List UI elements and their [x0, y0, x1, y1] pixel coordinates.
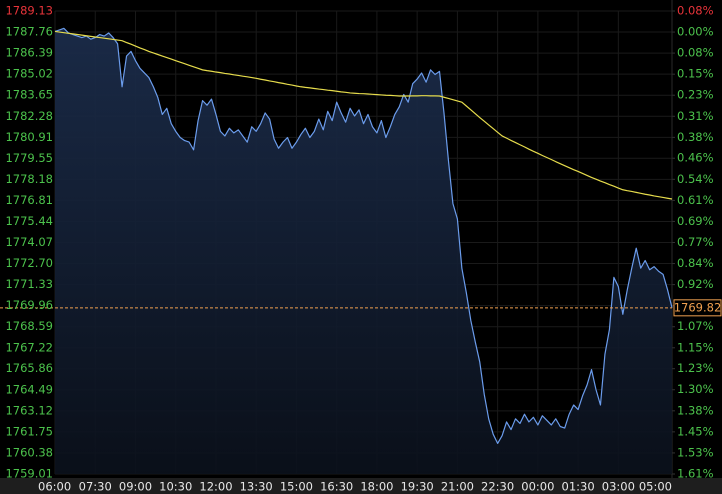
y-tick-label: 1765.86	[5, 361, 53, 375]
y2-tick-label: 0.15%	[677, 67, 714, 81]
x-tick-label: 18:00	[360, 480, 393, 494]
y2-tick-label: 0.77%	[677, 235, 714, 249]
y-tick-label: 1772.70	[5, 256, 53, 270]
y2-tick-label: 0.08%	[677, 4, 714, 18]
y-tick-label: 1787.76	[5, 25, 53, 39]
y-tick-label: 1786.39	[5, 46, 53, 60]
y-tick-label: 1769.96	[5, 298, 53, 312]
y-tick-label: 1761.75	[5, 424, 53, 438]
y2-tick-label: 0.61%	[677, 193, 714, 207]
y-tick-label: 1763.12	[5, 403, 53, 417]
x-tick-label: 10:30	[159, 480, 192, 494]
y-tick-label: 1776.81	[5, 193, 53, 207]
last-price-label: 1769.82	[674, 300, 722, 314]
y-tick-label: 1760.38	[5, 445, 53, 459]
y-tick-label: 1764.49	[5, 382, 53, 396]
y2-tick-label: 1.30%	[677, 382, 714, 396]
y-tick-label: 1780.91	[5, 130, 53, 144]
y2-tick-label: 0.92%	[677, 277, 714, 291]
x-tick-label: 07:30	[79, 480, 112, 494]
last-price-box	[673, 299, 722, 317]
y2-tick-label: 1.15%	[677, 340, 714, 354]
x-tick-label: 00:00	[521, 480, 554, 494]
y2-tick-label: 0.38%	[677, 130, 714, 144]
x-tick-label: 06:00	[38, 480, 71, 494]
y2-tick-label: 0.00%	[677, 25, 714, 39]
y2-tick-label: 0.08%	[677, 46, 714, 60]
y-tick-label: 1759.01	[5, 467, 53, 481]
x-tick-label: 16:30	[320, 480, 353, 494]
y2-tick-label: 0.84%	[677, 256, 714, 270]
y-tick-label: 1778.18	[5, 172, 53, 186]
x-tick-label: 12:00	[199, 480, 232, 494]
y2-tick-label: 1.45%	[677, 424, 714, 438]
y2-tick-label: 1.53%	[677, 445, 714, 459]
y-tick-label: 1785.02	[5, 67, 53, 81]
x-tick-label: 22:30	[481, 480, 514, 494]
x-tick-label: 09:00	[119, 480, 152, 494]
y2-tick-label: 1.61%	[677, 467, 714, 481]
y-tick-label: 1783.65	[5, 88, 53, 102]
y-tick-label: 1767.22	[5, 340, 53, 354]
x-tick-label: 03:00	[602, 480, 635, 494]
x-axis-band	[0, 478, 722, 494]
x-tick-label: 01:30	[562, 480, 595, 494]
price-line	[54, 27, 673, 445]
x-tick-label: 05:00	[639, 480, 672, 494]
y2-tick-label: 0.23%	[677, 88, 714, 102]
x-tick-label: 13:30	[240, 480, 273, 494]
y-tick-label: 1775.44	[5, 214, 53, 228]
y2-tick-label: 0.46%	[677, 151, 714, 165]
y2-tick-label: 0.69%	[677, 214, 714, 228]
y-tick-label: 1782.28	[5, 109, 53, 123]
x-tick-label: 15:00	[280, 480, 313, 494]
y2-tick-label: 1.38%	[677, 403, 714, 417]
y2-tick-label: 0.31%	[677, 109, 714, 123]
x-tick-label: 21:00	[441, 480, 474, 494]
y-tick-label: 1771.33	[5, 277, 53, 291]
y-tick-label: 1768.59	[5, 319, 53, 333]
y2-tick-label: 0.54%	[677, 172, 714, 186]
labels: 1789.13 1787.76 1786.39 1785.02 1783.65 1782.…	[5, 4, 722, 494]
average-line	[54, 30, 673, 200]
y2-tick-label: 1.07%	[677, 319, 714, 333]
y-tick-label: 1779.55	[5, 151, 53, 165]
y-tick-label: 1774.07	[5, 235, 53, 249]
x-tick-label: 19:30	[401, 480, 434, 494]
plot	[0, 27, 673, 475]
y-tick-label: 1789.13	[5, 4, 53, 18]
y2-tick-label: 1.23%	[677, 361, 714, 375]
area	[55, 28, 672, 475]
